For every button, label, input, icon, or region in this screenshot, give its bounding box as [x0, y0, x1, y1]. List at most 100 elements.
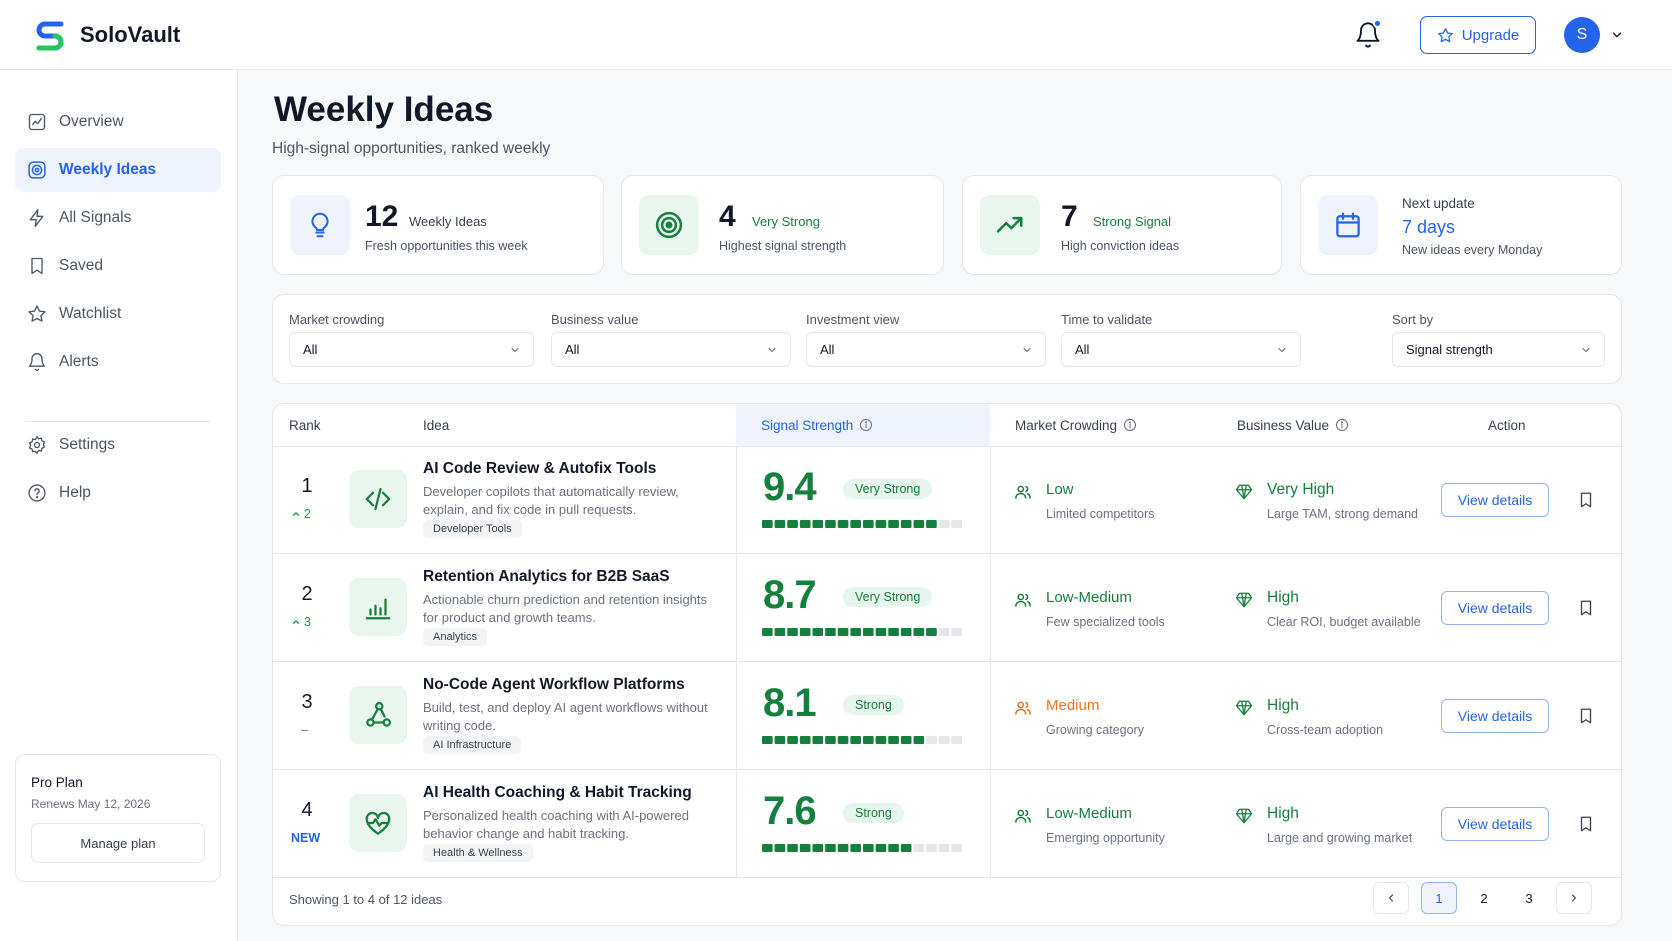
- stat-value: 4: [719, 200, 736, 233]
- select-value: All: [820, 342, 835, 357]
- filter-label: Investment view: [806, 312, 900, 327]
- signal-bar-segment: [900, 628, 912, 636]
- calendar-icon: [1336, 212, 1360, 238]
- header-label: Business Value: [1237, 417, 1330, 433]
- upgrade-button[interactable]: Upgrade: [1420, 16, 1536, 54]
- bookmark-icon[interactable]: [1577, 815, 1595, 833]
- sidebar-item-weekly-ideas[interactable]: Weekly Ideas: [15, 148, 221, 192]
- chevron-left-icon: [1388, 894, 1394, 902]
- chevron-down-icon[interactable]: [1610, 28, 1624, 42]
- signal-score: 8.7: [763, 573, 817, 617]
- idea-title[interactable]: AI Health Coaching & Habit Tracking: [423, 784, 692, 801]
- results-count: Showing 1 to 4 of 12 ideas: [289, 892, 443, 907]
- signal-bar-segment: [938, 520, 950, 528]
- sidebar-item-overview[interactable]: Overview: [15, 100, 221, 144]
- prev-page-button[interactable]: [1373, 882, 1409, 914]
- signal-bar-segment: [787, 520, 798, 528]
- view-details-button[interactable]: View details: [1441, 699, 1549, 733]
- column-header-idea[interactable]: Idea: [423, 404, 449, 446]
- info-icon[interactable]: [1335, 418, 1349, 432]
- header-label: Idea: [423, 417, 450, 433]
- users-icon: [1015, 809, 1031, 823]
- sidebar-item-settings[interactable]: Settings: [15, 423, 221, 467]
- next-page-button[interactable]: [1556, 882, 1592, 914]
- page-button-3[interactable]: 3: [1525, 890, 1533, 906]
- sort-by-select[interactable]: Signal strength: [1392, 332, 1605, 367]
- signal-score: 8.1: [763, 681, 817, 725]
- signal-bar-segment: [938, 844, 950, 852]
- idea-title[interactable]: AI Code Review & Autofix Tools: [423, 460, 657, 477]
- column-divider: [736, 771, 737, 878]
- signal-bar-segment: [799, 844, 811, 852]
- investment-view-select[interactable]: All: [806, 332, 1046, 367]
- column-divider: [990, 555, 991, 662]
- sidebar-item-alerts[interactable]: Alerts: [15, 340, 221, 384]
- time-to-validate-select[interactable]: All: [1061, 332, 1301, 367]
- signal-bar-segment: [913, 628, 925, 636]
- crowding-level: Low-Medium: [1046, 589, 1132, 606]
- column-divider: [990, 771, 991, 878]
- diamond-icon: [1235, 484, 1253, 500]
- notifications-bell-icon[interactable]: [1354, 21, 1382, 49]
- trend-up-icon: [996, 216, 1023, 233]
- brand-logo[interactable]: SoloVault: [32, 17, 180, 53]
- rank-change-value: –: [301, 723, 308, 737]
- bar-chart-icon: [365, 598, 391, 620]
- view-details-button[interactable]: View details: [1441, 807, 1549, 841]
- column-divider: [990, 663, 991, 770]
- column-header-value[interactable]: Business Value: [1237, 404, 1349, 446]
- idea-icon-box: [349, 470, 407, 528]
- info-icon[interactable]: [859, 418, 873, 432]
- idea-description: Personalized health coaching with AI-pow…: [423, 808, 689, 841]
- column-header-crowding[interactable]: Market Crowding: [1015, 404, 1137, 446]
- bookmark-icon[interactable]: [1577, 599, 1595, 617]
- table-row[interactable]: 2 3 Retention Analytics for B2B SaaS Act…: [273, 555, 1621, 662]
- sidebar-item-watchlist[interactable]: Watchlist: [15, 292, 221, 336]
- signal-bar-segment: [850, 736, 861, 744]
- lightning-icon: [29, 209, 44, 227]
- plan-name: Pro Plan: [31, 775, 83, 790]
- stat-card-weekly-ideas: 12 Weekly Ideas Fresh opportunities this…: [272, 175, 604, 275]
- stat-desc: Fresh opportunities this week: [365, 239, 528, 253]
- chevron-down-icon: [1582, 347, 1590, 353]
- signal-bar-segment: [875, 844, 887, 852]
- crowding-note: Emerging opportunity: [1046, 831, 1165, 845]
- crowding-level: Medium: [1046, 697, 1100, 714]
- stat-label: Weekly Ideas: [409, 214, 487, 229]
- column-header-rank[interactable]: Rank: [289, 404, 321, 446]
- sidebar-item-saved[interactable]: Saved: [15, 244, 221, 288]
- sidebar-item-help[interactable]: Help: [15, 471, 221, 515]
- view-details-button[interactable]: View details: [1441, 591, 1549, 625]
- user-avatar[interactable]: S: [1564, 17, 1600, 53]
- table-row[interactable]: 4 NEW AI Health Coaching & Habit Trackin…: [273, 771, 1621, 878]
- rank-change: 3: [291, 615, 311, 629]
- rank-number: 4: [301, 799, 313, 821]
- idea-tag: AI Infrastructure: [423, 736, 522, 754]
- bookmark-icon[interactable]: [1577, 707, 1595, 725]
- idea-title[interactable]: Retention Analytics for B2B SaaS: [423, 568, 670, 585]
- rank-change: –: [301, 723, 308, 737]
- sidebar-divider: [26, 421, 210, 422]
- signal-badge: Strong: [843, 803, 904, 823]
- select-value: All: [1075, 342, 1090, 357]
- view-details-button[interactable]: View details: [1441, 483, 1549, 517]
- signal-badge: Very Strong: [843, 479, 933, 499]
- table-row[interactable]: 1 2 AI Code Review & Autofix Tools Devel…: [273, 447, 1621, 554]
- idea-title[interactable]: No-Code Agent Workflow Platforms: [423, 676, 685, 693]
- header-label: Market Crowding: [1015, 417, 1118, 433]
- header-label: Rank: [289, 417, 321, 433]
- manage-plan-button[interactable]: Manage plan: [31, 823, 205, 863]
- signal-badge: Strong: [843, 695, 904, 715]
- info-icon[interactable]: [1123, 418, 1137, 432]
- business-value-select[interactable]: All: [551, 332, 791, 367]
- sidebar-item-all-signals[interactable]: All Signals: [15, 196, 221, 240]
- market-crowding-select[interactable]: All: [289, 332, 534, 367]
- signal-bar-segment: [926, 520, 937, 528]
- bookmark-icon[interactable]: [1577, 491, 1595, 509]
- page-button-1[interactable]: 1: [1421, 882, 1457, 914]
- bell-icon: [28, 353, 46, 371]
- page-button-2[interactable]: 2: [1480, 890, 1488, 906]
- column-header-signal[interactable]: Signal Strength: [761, 404, 873, 446]
- idea-description: Developer copilots that automatically re…: [423, 484, 679, 517]
- table-row[interactable]: 3 – No-Code Agent Workflow Platforms Bui…: [273, 663, 1621, 770]
